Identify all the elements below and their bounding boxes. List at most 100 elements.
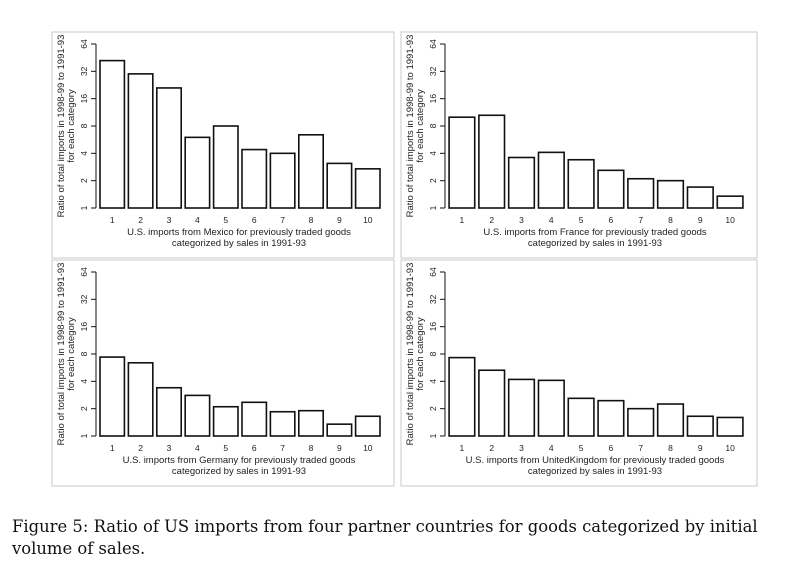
- bar: [99, 59, 126, 209]
- x-tick-label: 2: [138, 215, 143, 225]
- x-tick-label: 4: [195, 215, 200, 225]
- bar: [155, 87, 183, 209]
- bar: [507, 156, 536, 209]
- y-tick-label: 4: [428, 151, 438, 156]
- bar: [537, 151, 565, 209]
- x-tick-label: 5: [223, 215, 228, 225]
- y-tick-label: 2: [79, 178, 89, 183]
- x-tick-label: 9: [698, 215, 703, 225]
- x-tick-label: 10: [363, 443, 373, 453]
- bar: [297, 133, 325, 209]
- y-axis-title: Ratio of total imports in 1998-99 to 199…: [405, 263, 416, 446]
- bar: [269, 152, 296, 209]
- chart-panel: 1 2 4 8 16 32 64 Ratio of total imports in 1998…: [51, 259, 395, 487]
- y-tick-label: 32: [79, 294, 89, 304]
- x-tick-label: 8: [668, 215, 673, 225]
- bar: [567, 397, 595, 437]
- x-tick-label: 8: [309, 215, 314, 225]
- x-tick-label: 8: [668, 443, 673, 453]
- bar: [212, 125, 239, 209]
- x-tick-label: 6: [609, 215, 614, 225]
- bar: [326, 162, 353, 209]
- y-tick-label: 16: [428, 94, 438, 104]
- bar: [507, 378, 536, 437]
- x-tick-label: 1: [110, 443, 115, 453]
- y-tick-label: 32: [428, 294, 438, 304]
- x-tick-label: 4: [549, 443, 554, 453]
- x-tick-label: 1: [110, 215, 115, 225]
- x-tick-label: 10: [725, 215, 735, 225]
- bar: [686, 415, 714, 437]
- bar: [241, 401, 268, 437]
- x-tick-label: 9: [337, 443, 342, 453]
- bar: [448, 356, 476, 437]
- y-tick-label: 16: [79, 322, 89, 332]
- bar: [448, 116, 476, 209]
- x-tick-label: 7: [638, 443, 643, 453]
- y-tick-label: 8: [79, 351, 89, 356]
- bar: [478, 114, 506, 209]
- x-tick-label: 6: [252, 215, 257, 225]
- x-tick-label: 1: [460, 215, 465, 225]
- x-axis-title: categorized by sales in 1991-93: [528, 238, 662, 249]
- y-tick-label: 8: [428, 123, 438, 128]
- x-tick-label: 4: [195, 443, 200, 453]
- x-tick-label: 8: [309, 443, 314, 453]
- y-tick-label: 16: [428, 322, 438, 332]
- y-tick-label: 2: [428, 178, 438, 183]
- bar: [212, 405, 239, 437]
- x-tick-label: 4: [549, 215, 554, 225]
- bar: [269, 410, 296, 437]
- x-axis-title: U.S. imports from UnitedKingdom for prev…: [466, 455, 725, 466]
- x-tick-label: 7: [638, 215, 643, 225]
- bar: [354, 168, 381, 209]
- x-tick-label: 5: [579, 443, 584, 453]
- y-tick-label: 1: [79, 433, 89, 438]
- x-tick-label: 9: [337, 215, 342, 225]
- y-tick-label: 16: [79, 94, 89, 104]
- y-tick-label: 4: [428, 379, 438, 384]
- x-tick-label: 10: [725, 443, 735, 453]
- panel-border: [51, 31, 395, 259]
- x-axis-title: categorized by sales in 1991-93: [172, 466, 306, 477]
- x-tick-label: 9: [698, 443, 703, 453]
- bar: [597, 399, 625, 437]
- x-tick-label: 3: [519, 215, 524, 225]
- bar: [478, 369, 506, 437]
- bar: [686, 186, 714, 209]
- y-axis-title: for each category: [66, 89, 77, 163]
- y-axis-title: Ratio of total imports in 1998-99 to 199…: [405, 35, 416, 218]
- bar: [297, 409, 325, 437]
- x-axis-title: U.S. imports from Mexico for previously …: [127, 227, 351, 238]
- x-axis-title: U.S. imports from Germany for previously…: [123, 455, 356, 466]
- bar: [656, 403, 685, 437]
- bar: [627, 177, 655, 209]
- y-tick-label: 32: [428, 66, 438, 76]
- y-axis-title: Ratio of total imports in 1998-99 to 199…: [56, 263, 67, 446]
- y-tick-label: 64: [428, 267, 438, 277]
- x-axis-title: categorized by sales in 1991-93: [528, 466, 662, 477]
- bar: [155, 386, 183, 437]
- x-tick-label: 3: [167, 215, 172, 225]
- y-tick-label: 1: [428, 205, 438, 210]
- y-axis-title: Ratio of total imports in 1998-99 to 199…: [56, 35, 67, 218]
- bar: [99, 356, 126, 437]
- x-tick-label: 2: [489, 215, 494, 225]
- x-tick-label: 1: [460, 443, 465, 453]
- x-tick-label: 7: [280, 443, 285, 453]
- bar: [597, 169, 625, 209]
- x-tick-label: 5: [579, 215, 584, 225]
- bar: [537, 379, 565, 437]
- bar: [184, 136, 211, 209]
- y-tick-label: 8: [79, 123, 89, 128]
- y-axis-title: for each category: [415, 89, 426, 163]
- x-tick-label: 3: [167, 443, 172, 453]
- x-tick-label: 6: [609, 443, 614, 453]
- y-tick-label: 64: [79, 267, 89, 277]
- x-axis-title: U.S. imports from France for previously …: [483, 227, 707, 238]
- x-tick-label: 2: [138, 443, 143, 453]
- x-tick-label: 3: [519, 443, 524, 453]
- y-tick-label: 1: [428, 433, 438, 438]
- bar: [241, 148, 268, 209]
